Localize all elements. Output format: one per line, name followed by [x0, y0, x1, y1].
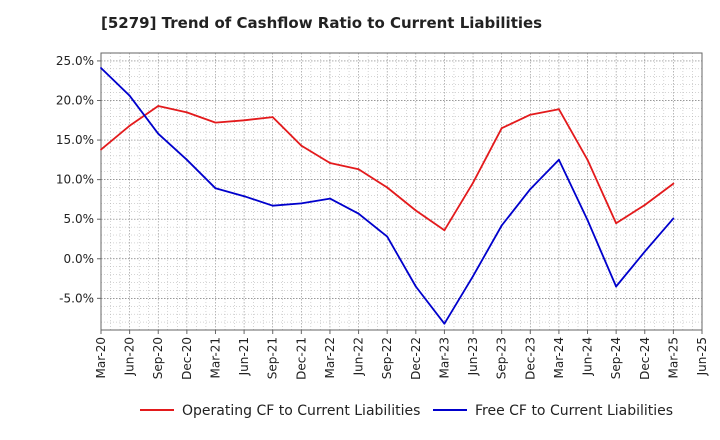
series-1-point	[329, 162, 331, 164]
series-2-point	[271, 204, 274, 207]
series-1-point	[128, 124, 131, 127]
series-2-point	[672, 217, 675, 220]
series-2-point	[214, 187, 217, 190]
series-2-point	[300, 202, 303, 205]
x-tick-label: Sep-21	[266, 337, 280, 379]
legend-label-2: Free CF to Current Liabilities	[475, 403, 673, 419]
y-tick-label: 10.0%	[56, 173, 94, 187]
series-2-point	[443, 322, 446, 325]
x-tick-label: Jun-24	[581, 337, 595, 376]
series-2-point	[185, 158, 188, 161]
series-1-point	[157, 105, 160, 107]
series-1-point	[472, 181, 474, 184]
axis-layer: 25.0% 20.0% 15.0% 10.0% 5.0% 0.0% -5.0% Mar-20 J…	[56, 52, 709, 380]
legend-label-1: Operating CF to Current Liabilities	[182, 403, 420, 419]
series-1-point	[300, 144, 303, 147]
series-2-point	[357, 212, 360, 215]
x-tick-label: Mar-24	[552, 337, 566, 378]
series-layer	[100, 67, 675, 325]
x-tick-label: Mar-25	[666, 337, 680, 378]
plot-frame	[100, 52, 703, 331]
series-2-point	[329, 197, 331, 200]
x-tick-label: Dec-23	[523, 337, 537, 380]
series-1-point	[386, 186, 389, 189]
x-tick-label: Mar-22	[323, 337, 337, 378]
y-tick-label: 20.0%	[56, 93, 94, 107]
x-tick-label: Jun-22	[352, 337, 366, 376]
series-1-point	[643, 204, 646, 206]
series-1-point	[357, 168, 360, 171]
series-2-point	[500, 224, 503, 227]
y-tick-label: 5.0%	[64, 212, 95, 226]
series-1-point	[586, 158, 589, 161]
series-2-point	[100, 67, 102, 69]
x-tick-label: Sep-23	[495, 337, 509, 379]
x-tick-label: Dec-24	[638, 337, 652, 380]
x-tick-label: Mar-20	[94, 337, 108, 378]
series-2-point	[472, 275, 474, 278]
x-tick-label: Sep-24	[609, 337, 623, 379]
series-2-point	[558, 158, 560, 161]
chart-title: [5279] Trend of Cashflow Ratio to Curren…	[101, 14, 543, 32]
series-2-point	[643, 250, 646, 253]
series-1-point	[500, 127, 503, 130]
x-tick-label: Dec-20	[180, 337, 194, 380]
series-2-point	[615, 285, 618, 288]
x-tick-label: Mar-21	[208, 337, 222, 378]
x-tick-label: Dec-21	[294, 337, 308, 380]
series-1-point	[615, 222, 618, 225]
x-tick-label: Dec-22	[409, 337, 423, 380]
series-2-point	[414, 285, 417, 288]
series-2-point	[128, 94, 131, 97]
series-1-point	[214, 121, 217, 124]
series-1-point	[672, 182, 675, 185]
x-tick-label: Jun-20	[123, 337, 137, 376]
series-1-point	[529, 113, 532, 116]
legend-layer: Operating CF to Current Liabilities Free …	[140, 403, 673, 419]
x-tick-label: Jun-21	[237, 337, 251, 376]
series-1-point	[185, 111, 188, 114]
x-tick-label: Jun-25	[695, 337, 709, 376]
series-2-point	[386, 235, 389, 238]
x-tick-label: Sep-22	[380, 337, 394, 379]
x-tick-label: Mar-23	[437, 337, 451, 378]
series-1-point	[271, 116, 274, 119]
series-1-point	[558, 108, 560, 111]
y-tick-label: 25.0%	[56, 54, 94, 68]
grid-layer	[100, 52, 703, 331]
plot-area	[101, 53, 702, 330]
series-1-point	[243, 119, 245, 122]
series-2-point	[586, 219, 589, 221]
series-2-point	[243, 195, 245, 198]
y-tick-label: 0.0%	[64, 252, 95, 266]
series-2-point	[157, 132, 160, 135]
series-2-point	[529, 188, 532, 191]
y-tick-label: -5.0%	[59, 291, 94, 305]
x-tick-label: Sep-20	[151, 337, 165, 379]
y-tick-label: 15.0%	[56, 133, 94, 147]
series-1-point	[100, 148, 102, 151]
series-1-point	[414, 209, 417, 212]
x-tick-label: Jun-23	[466, 337, 480, 376]
series-1-point	[443, 229, 446, 232]
